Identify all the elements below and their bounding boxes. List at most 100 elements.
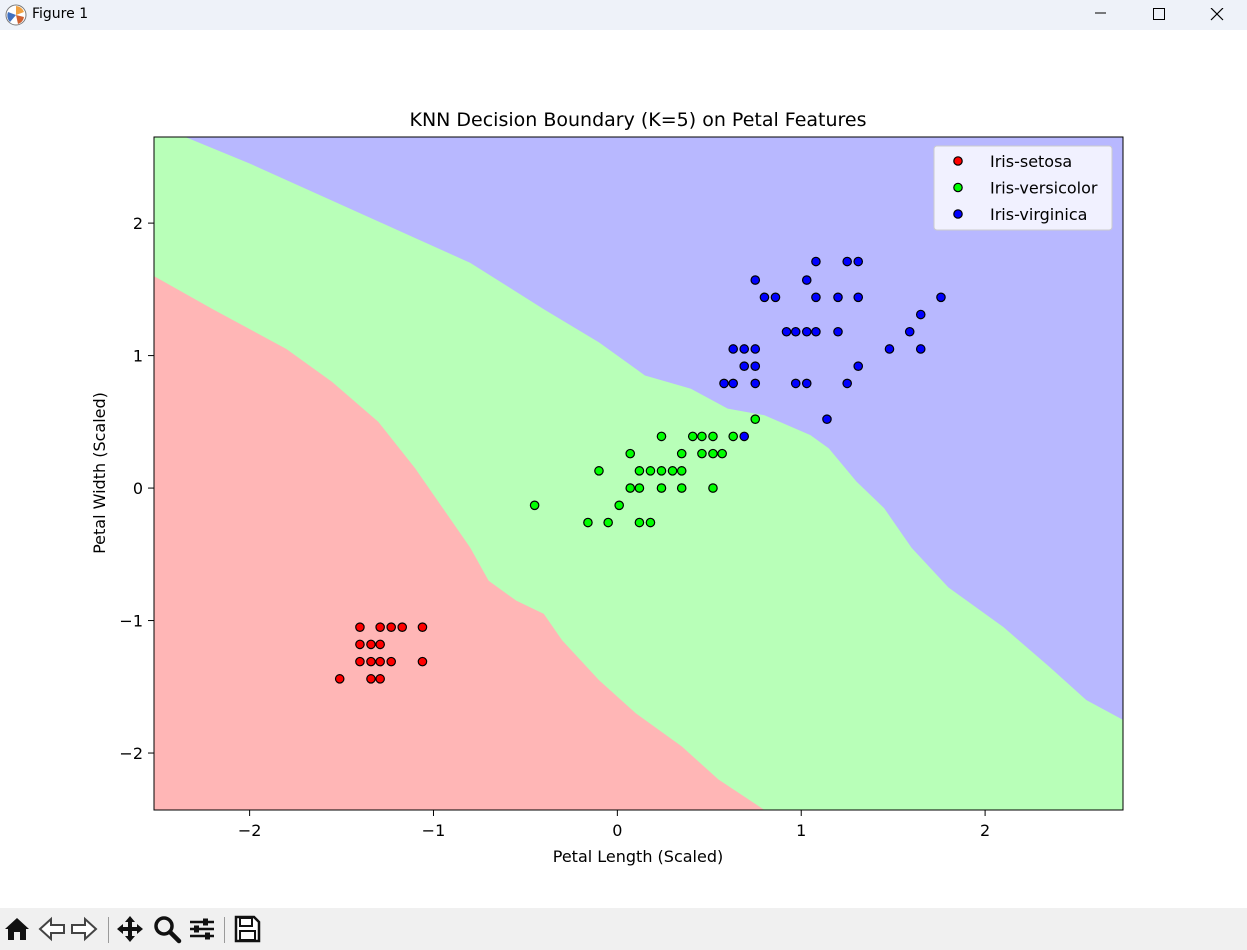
point-iris-versicolor bbox=[676, 466, 687, 476]
x-tick-label: −2 bbox=[238, 821, 262, 840]
point-iris-setosa bbox=[355, 622, 365, 632]
point-iris-virginica bbox=[801, 275, 812, 285]
point-iris-versicolor bbox=[656, 431, 667, 442]
legend-box bbox=[933, 145, 1113, 231]
point-iris-setosa bbox=[386, 622, 396, 632]
point-iris-setosa bbox=[375, 622, 385, 632]
region-iris-virginica bbox=[185, 137, 1123, 720]
back-button[interactable] bbox=[35, 912, 69, 946]
minimize-icon bbox=[1095, 12, 1106, 14]
x-axis-label: Petal Length (Scaled) bbox=[553, 847, 724, 866]
point-iris-virginica bbox=[759, 292, 770, 303]
point-iris-virginica bbox=[842, 256, 852, 267]
configure-subplots-icon bbox=[190, 918, 214, 940]
back-arrow-icon bbox=[38, 916, 65, 942]
point-iris-versicolor bbox=[676, 483, 687, 493]
point-iris-setosa bbox=[386, 656, 396, 667]
home-button[interactable] bbox=[0, 912, 34, 946]
point-iris-versicolor bbox=[594, 466, 604, 476]
point-iris-virginica bbox=[915, 309, 926, 320]
legend-marker-iris-setosa bbox=[953, 156, 963, 166]
legend: Iris-setosa Iris-versicolor Iris-virginica bbox=[933, 145, 1113, 231]
close-button[interactable] bbox=[1194, 0, 1240, 30]
point-iris-virginica bbox=[801, 378, 812, 389]
point-iris-versicolor bbox=[583, 517, 593, 528]
point-iris-setosa bbox=[355, 639, 365, 650]
point-iris-versicolor bbox=[717, 448, 727, 459]
save-disk-icon bbox=[234, 915, 261, 943]
y-tick-label: 1 bbox=[133, 347, 143, 366]
point-iris-virginica bbox=[904, 326, 915, 337]
point-iris-virginica bbox=[739, 431, 750, 442]
point-iris-virginica bbox=[801, 326, 812, 337]
point-iris-setosa bbox=[375, 656, 385, 667]
legend-label-iris-versicolor: Iris-versicolor bbox=[990, 179, 1098, 198]
point-iris-setosa bbox=[366, 656, 376, 667]
point-iris-virginica bbox=[790, 378, 801, 389]
point-iris-virginica bbox=[936, 292, 946, 303]
point-iris-versicolor bbox=[634, 466, 645, 476]
forward-button[interactable] bbox=[67, 912, 101, 946]
knn-chart: −2 −1 0 1 2 −2 −1 0 1 2 KNN Decision Boundary (K=… bbox=[90, 109, 1124, 866]
figure-canvas[interactable]: −2 −1 0 1 2 −2 −1 0 1 2 KNN Decision Boundary (K=… bbox=[0, 30, 1247, 908]
point-iris-versicolor bbox=[687, 431, 698, 442]
region-iris-setosa bbox=[154, 276, 765, 810]
x-tick-label: −1 bbox=[422, 821, 446, 840]
point-iris-versicolor bbox=[656, 483, 667, 493]
point-iris-versicolor bbox=[634, 517, 645, 528]
point-iris-setosa bbox=[417, 656, 428, 667]
point-iris-virginica bbox=[781, 326, 792, 337]
maximize-icon bbox=[1153, 8, 1165, 20]
toolbar-separator bbox=[108, 917, 109, 943]
point-iris-virginica bbox=[750, 344, 761, 354]
point-iris-virginica bbox=[728, 344, 738, 354]
zoom-magnifier-icon bbox=[154, 916, 182, 944]
point-iris-virginica bbox=[811, 256, 821, 267]
point-iris-versicolor bbox=[625, 483, 636, 493]
y-tick-label: −1 bbox=[119, 612, 143, 631]
configure-subplots-button[interactable] bbox=[185, 912, 219, 946]
pan-button[interactable] bbox=[113, 912, 147, 946]
point-iris-versicolor bbox=[708, 448, 718, 459]
point-iris-setosa bbox=[375, 674, 385, 684]
point-iris-virginica bbox=[915, 344, 926, 354]
save-button[interactable] bbox=[230, 912, 264, 946]
point-iris-virginica bbox=[728, 378, 738, 389]
point-iris-setosa bbox=[375, 639, 385, 650]
point-iris-virginica bbox=[770, 292, 781, 303]
point-iris-versicolor bbox=[750, 414, 761, 424]
point-iris-setosa bbox=[366, 639, 376, 650]
point-iris-setosa bbox=[355, 656, 365, 667]
point-iris-setosa bbox=[397, 622, 408, 632]
minimize-button[interactable] bbox=[1078, 0, 1124, 30]
x-tick-label: 1 bbox=[796, 821, 806, 840]
point-iris-versicolor bbox=[645, 466, 656, 476]
point-iris-virginica bbox=[739, 361, 750, 371]
point-iris-versicolor bbox=[667, 466, 678, 476]
point-iris-versicolor bbox=[676, 448, 687, 459]
point-iris-virginica bbox=[811, 292, 821, 303]
window-titlebar: Figure 1 bbox=[0, 0, 1247, 30]
zoom-button[interactable] bbox=[150, 912, 184, 946]
point-iris-virginica bbox=[853, 256, 864, 267]
toolbar-separator bbox=[224, 917, 225, 943]
point-iris-versicolor bbox=[697, 448, 707, 459]
home-icon bbox=[5, 918, 29, 940]
point-iris-versicolor bbox=[603, 517, 613, 528]
plot-frame bbox=[153, 136, 1124, 811]
y-tick-label: 2 bbox=[133, 214, 143, 233]
legend-marker-iris-virginica bbox=[953, 209, 963, 219]
matplotlib-app-icon bbox=[5, 4, 27, 26]
point-iris-virginica bbox=[790, 326, 801, 337]
point-iris-virginica bbox=[833, 292, 843, 303]
window-title: Figure 1 bbox=[32, 6, 89, 22]
point-iris-virginica bbox=[719, 378, 729, 389]
point-iris-virginica bbox=[853, 361, 864, 371]
x-tick-label: 0 bbox=[612, 821, 622, 840]
point-iris-setosa bbox=[417, 622, 428, 632]
pan-move-icon bbox=[117, 916, 143, 942]
maximize-button[interactable] bbox=[1136, 0, 1182, 30]
close-icon bbox=[1210, 8, 1224, 21]
point-iris-virginica bbox=[750, 361, 761, 371]
chart-title: KNN Decision Boundary (K=5) on Petal Fea… bbox=[409, 109, 866, 131]
